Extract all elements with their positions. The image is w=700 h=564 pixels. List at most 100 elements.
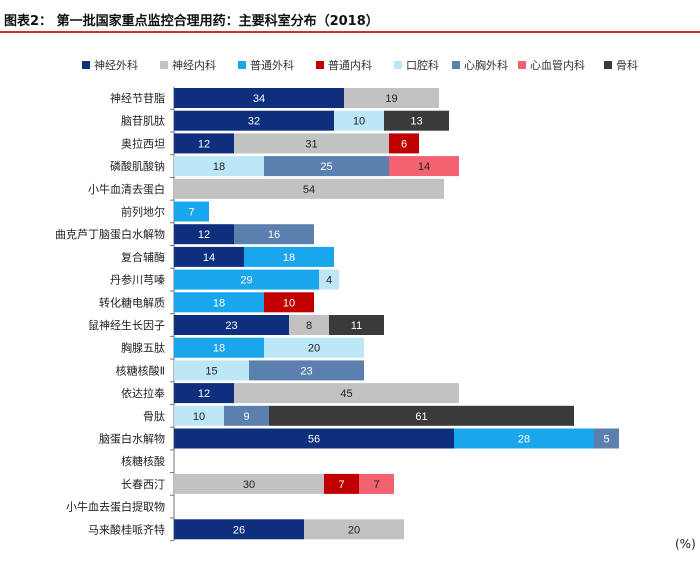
data-label: 11 xyxy=(351,320,362,332)
legend-item: 神经内科 xyxy=(160,58,216,72)
data-label: 26 xyxy=(233,524,245,536)
legend-swatch xyxy=(238,61,246,69)
data-label: 9 xyxy=(243,411,249,423)
category-label: 核糖核酸 xyxy=(121,454,165,468)
legend-item: 心血管内科 xyxy=(518,58,585,72)
data-label: 61 xyxy=(415,411,427,423)
data-label: 12 xyxy=(198,388,210,400)
data-label: 6 xyxy=(401,138,407,150)
bar-segment xyxy=(174,246,244,267)
data-label: 15 xyxy=(205,365,217,377)
data-label: 23 xyxy=(300,365,312,377)
data-label: 10 xyxy=(353,116,365,128)
data-label: 25 xyxy=(320,161,332,173)
category-label: 依达拉奉 xyxy=(121,386,165,400)
figure-header: 图表2： 第一批国家重点监控合理用药：主要科室分布（2018） xyxy=(0,0,700,33)
bar-segment xyxy=(359,473,394,494)
bar-segment xyxy=(344,88,439,108)
data-label: 34 xyxy=(253,93,265,105)
data-label: 4 xyxy=(326,275,332,287)
category-label: 神经节苷脂 xyxy=(110,91,165,105)
bar-segment xyxy=(329,315,384,335)
legend-label: 神经外科 xyxy=(94,59,138,72)
category-label: 磷酸肌酸钠 xyxy=(110,159,165,173)
legend-label: 骨科 xyxy=(616,59,638,72)
category-label: 胸腺五肽 xyxy=(121,341,165,355)
bar-segment xyxy=(264,337,364,358)
bar-segment xyxy=(174,473,324,494)
bar-segment xyxy=(174,88,344,108)
bar-segment xyxy=(224,405,269,426)
bar-segment xyxy=(319,269,339,290)
data-label: 18 xyxy=(213,161,225,173)
bar-segment xyxy=(594,428,619,449)
bar-segment xyxy=(334,110,384,131)
bar-segment xyxy=(249,360,364,381)
chart-legend: 神经外科 神经内科 普通外科 普通内科 口腔科 心胸外科 心血管内科 骨科 xyxy=(82,58,692,72)
data-label: 13 xyxy=(410,116,422,128)
bar-segment xyxy=(264,156,389,177)
data-label: 8 xyxy=(306,320,312,332)
data-label: 32 xyxy=(248,116,260,128)
bar-segment xyxy=(174,360,249,381)
bar-segment xyxy=(174,224,234,245)
bar-segment xyxy=(174,383,234,404)
data-label: 12 xyxy=(198,138,210,150)
data-label: 10 xyxy=(283,297,295,309)
bar-segment xyxy=(234,224,314,245)
bar-segment xyxy=(264,292,314,313)
legend-swatch xyxy=(82,61,90,69)
data-label: 19 xyxy=(385,93,397,105)
category-label: 骨肽 xyxy=(143,409,165,423)
data-label: 54 xyxy=(303,184,315,196)
bar-segment xyxy=(174,269,319,290)
category-label: 脑蛋白水解物 xyxy=(99,432,165,446)
bar-segment xyxy=(174,315,289,335)
bar-segment xyxy=(174,156,264,177)
category-label: 脑苷肌肽 xyxy=(121,114,165,128)
bar-segment xyxy=(244,246,334,267)
category-label: 小牛血清去蛋白 xyxy=(88,182,165,196)
category-label: 复合辅酶 xyxy=(121,250,165,264)
legend-label: 普通内科 xyxy=(328,59,372,72)
category-label: 转化糖电解质 xyxy=(99,295,165,309)
legend-swatch xyxy=(316,61,324,69)
bar-segment xyxy=(454,428,594,449)
bar-segment xyxy=(234,383,459,404)
data-label: 29 xyxy=(240,275,252,287)
bar-segment xyxy=(174,428,454,449)
data-label: 23 xyxy=(225,320,237,332)
category-label: 曲克芦丁脑蛋白水解物 xyxy=(55,227,165,241)
data-label: 28 xyxy=(518,434,530,446)
header-rule xyxy=(0,31,700,33)
legend-item: 骨科 xyxy=(604,58,638,72)
data-label: 14 xyxy=(203,252,215,264)
bar-segment xyxy=(384,110,449,131)
data-label: 45 xyxy=(340,388,352,400)
data-label: 16 xyxy=(268,229,280,241)
bar-segment xyxy=(234,133,389,154)
data-label: 20 xyxy=(348,524,360,536)
category-label: 前列地尔 xyxy=(121,205,165,219)
bar-segment xyxy=(174,405,224,426)
legend-swatch xyxy=(160,61,168,69)
bar-segment xyxy=(389,156,459,177)
data-label: 20 xyxy=(308,343,320,355)
data-label: 12 xyxy=(198,229,210,241)
category-label: 丹参川芎嗪 xyxy=(110,273,165,287)
category-label: 马来酸桂哌齐特 xyxy=(88,522,165,536)
bar-segment xyxy=(174,337,264,358)
legend-item: 心胸外科 xyxy=(452,58,508,72)
legend-label: 普通外科 xyxy=(250,59,294,72)
figure-title: 图表2： 第一批国家重点监控合理用药：主要科室分布（2018） xyxy=(4,14,379,29)
bar-segment xyxy=(174,178,444,199)
data-label: 5 xyxy=(603,434,609,446)
data-label: 18 xyxy=(213,297,225,309)
bar-segment xyxy=(174,110,334,131)
legend-swatch xyxy=(452,61,460,69)
data-label: 10 xyxy=(193,411,205,423)
bar-segment xyxy=(174,292,264,313)
legend-label: 心胸外科 xyxy=(464,59,508,72)
legend-item: 口腔科 xyxy=(394,58,439,72)
